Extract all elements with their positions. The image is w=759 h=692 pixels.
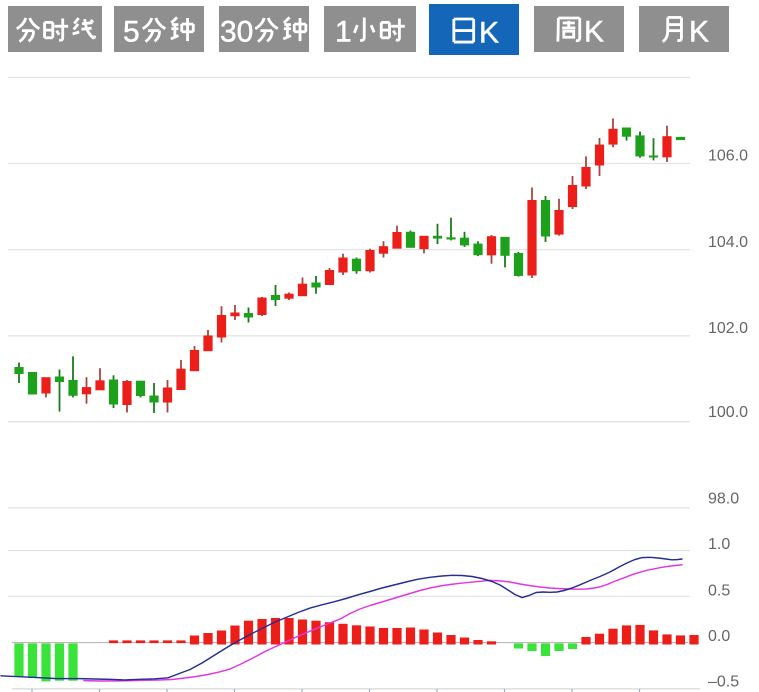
svg-text:104.0: 104.0	[708, 234, 748, 251]
svg-text:0.0: 0.0	[708, 628, 730, 645]
svg-text:30: 30	[220, 16, 253, 44]
svg-text:1: 1	[335, 16, 352, 44]
svg-text:102.0: 102.0	[708, 320, 748, 337]
svg-text:100.0: 100.0	[708, 404, 748, 421]
svg-text:106.0: 106.0	[708, 148, 748, 165]
svg-text:K: K	[479, 16, 499, 44]
svg-text:98.0: 98.0	[708, 491, 739, 508]
svg-text:0.5: 0.5	[708, 583, 730, 600]
svg-text:K: K	[689, 16, 709, 44]
svg-text:5: 5	[123, 16, 140, 44]
svg-text:K: K	[584, 16, 604, 44]
svg-text:–0.5: –0.5	[708, 673, 739, 690]
svg-text:1.0: 1.0	[708, 536, 730, 553]
